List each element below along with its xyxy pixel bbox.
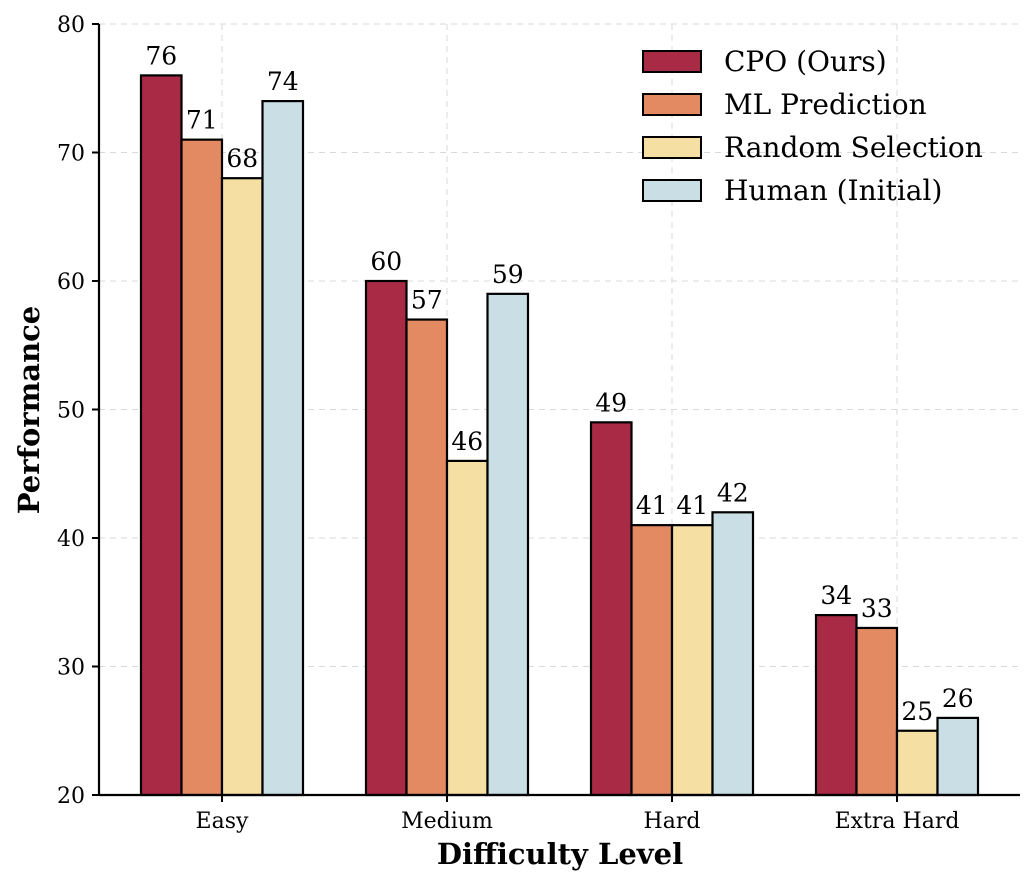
bar-cpo-ours-hard [589, 421, 633, 797]
y-tick-label: 80 [57, 13, 85, 38]
legend-swatch [642, 179, 702, 202]
legend-label: CPO (Ours) [724, 45, 887, 78]
legend-swatch [642, 50, 702, 73]
bar-random-selection-easy [220, 177, 264, 797]
y-tick-label: 50 [57, 399, 85, 424]
y-axis-title: Performance [12, 306, 46, 515]
bar-value-label: 46 [451, 427, 483, 456]
bar-ml-prediction-extra-hard [855, 626, 899, 797]
x-tick-label: Extra Hard [835, 809, 960, 834]
legend-label: ML Prediction [724, 88, 927, 121]
bar-cpo-ours-easy [139, 74, 183, 797]
bar-value-label: 74 [267, 67, 299, 96]
legend-label: Human (Initial) [724, 174, 942, 207]
x-tick-label: Medium [401, 809, 493, 834]
axes: 20 30 40 50 60 70 80 Easy Medium Hard Extra Hard [57, 13, 1020, 834]
y-tick-label: 30 [57, 656, 85, 681]
bar-value-label: 34 [820, 581, 852, 610]
legend-label: Random Selection [724, 131, 983, 164]
bar-value-labels: 76 71 68 74 60 57 46 59 49 41 41 42 34 33 25 26 [145, 41, 973, 725]
bar-random-selection-medium [445, 459, 489, 797]
legend: CPO (Ours) ML Prediction Random Selection H… [642, 45, 983, 207]
bar-value-label: 41 [636, 491, 668, 520]
bar-value-label: 76 [145, 41, 177, 70]
bar-ml-prediction-easy [180, 138, 224, 797]
bar-human-initial-hard [711, 511, 755, 797]
x-tick-label: Hard [644, 809, 701, 834]
bar-human-initial-medium [486, 292, 530, 797]
bar-random-selection-hard [670, 524, 714, 797]
bar-human-initial-extra-hard [936, 716, 980, 797]
y-tick-label: 20 [57, 784, 85, 809]
bar-value-label: 33 [861, 594, 893, 623]
legend-swatch [642, 93, 702, 116]
bar-value-label: 68 [226, 144, 258, 173]
y-tick-label: 70 [57, 142, 85, 167]
x-tick-label: Easy [196, 809, 249, 834]
y-tick-label: 40 [57, 527, 85, 552]
bar-cpo-ours-medium [364, 279, 408, 797]
bar-value-label: 60 [370, 247, 402, 276]
bar-value-label: 57 [411, 286, 443, 315]
bar-value-label: 59 [492, 260, 524, 289]
bar-value-label: 25 [901, 697, 933, 726]
x-axis-title: Difficulty Level [437, 837, 683, 871]
bar-ml-prediction-medium [405, 318, 449, 797]
y-tick-label: 60 [57, 270, 85, 295]
legend-swatch [642, 136, 702, 159]
bar-value-label: 49 [595, 388, 627, 417]
bar-ml-prediction-hard [630, 524, 674, 797]
bar-value-label: 41 [676, 491, 708, 520]
bar-value-label: 42 [717, 478, 749, 507]
bar-cpo-ours-extra-hard [814, 613, 858, 797]
bars [139, 74, 980, 797]
bar-random-selection-extra-hard [895, 729, 939, 797]
bar-human-initial-easy [261, 99, 305, 797]
bar-value-label: 26 [942, 684, 974, 713]
bar-value-label: 71 [186, 106, 218, 135]
